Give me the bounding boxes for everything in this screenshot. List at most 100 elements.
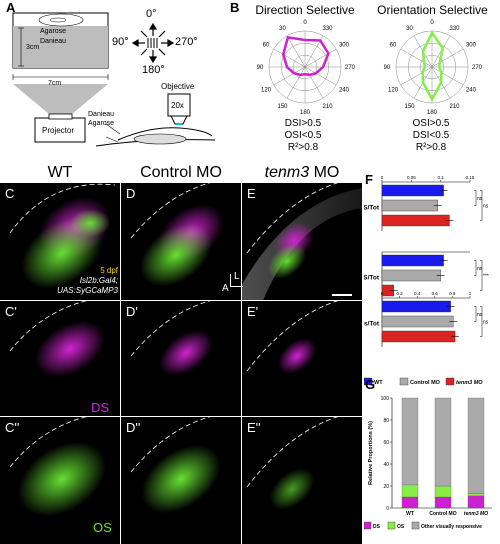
image-e-prime-content (246, 301, 339, 374)
f-sig-a-0: ns (477, 196, 483, 202)
os-angle-label-240: 240 (466, 88, 477, 94)
ds-spoke-60 (273, 48, 306, 68)
f-bracket-a-2 (474, 306, 477, 322)
f-sig-b-1: *** (483, 274, 489, 280)
projection-beam (13, 84, 108, 114)
g-ytick-label-0: 0 (386, 506, 389, 512)
g-legend-label-2: Other visually responsive (421, 524, 482, 530)
width-label: 7cm (48, 80, 62, 87)
image-d-content (130, 183, 224, 287)
panel-label-e-prime: E' (247, 304, 259, 319)
ds-polar-plot: 0 30 60 90 120 150 180 210 240 270 300 330 (257, 20, 356, 116)
transgene-line-1: Isl2b:Gal4; (79, 276, 118, 285)
f-tick-label-2-0: 0 (381, 291, 384, 296)
g-legend-swatch-0 (364, 521, 372, 530)
ds-criteria: DSI>0.5 OSI<0.5 R²>0.8 (268, 118, 338, 154)
f-bracket-a-1 (474, 260, 477, 276)
g-legend-swatch-2 (411, 521, 420, 530)
f-bracket-b-0 (480, 190, 483, 221)
ds-angle-label-330: 330 (322, 26, 333, 32)
grating-icon (147, 38, 158, 48)
agarose-label: Agarose (40, 28, 67, 35)
f-sig-a-2: ns (477, 312, 483, 318)
g-bar-2-0 (467, 495, 485, 509)
os-channel-label: OS (93, 520, 112, 535)
image-e-double-prime-content (246, 417, 339, 510)
os-angle-label-210: 210 (449, 104, 460, 110)
os-angle-label-300: 300 (466, 43, 477, 49)
f-tick-label-0-1: 0.05 (407, 175, 416, 180)
f-subplot-label-1: OS/Tot (364, 275, 380, 282)
f-bracket-b-2 (480, 306, 483, 337)
image-e-content (242, 183, 362, 300)
image-d-double-prime (121, 417, 241, 544)
f-legend-label-0: WT (374, 380, 383, 386)
f-legend-label-1: Control MO (410, 380, 441, 386)
panel-label-b: B (230, 0, 240, 15)
os-angle-label-150: 150 (404, 104, 415, 110)
os-title: Orientation Selective (377, 3, 488, 17)
f-tick-label-2-1: 0.2 (396, 291, 403, 296)
f-tick-label-2-2: 0.4 (414, 291, 421, 296)
os-angle-label-30: 30 (406, 26, 413, 32)
os-tuning-curve (421, 30, 445, 103)
os-criterion-1: OSI>0.5 (412, 118, 450, 129)
os-angle-label-120: 120 (388, 88, 399, 94)
chart-f: 00.050.10.15DS/TotnsnsOS/Totns***00.20.4… (364, 175, 489, 386)
ds-spoke-240 (304, 66, 337, 86)
orientation-axes (230, 274, 243, 287)
ds-criterion-1: DSI>0.5 (284, 118, 322, 129)
magnification-label: 20x (171, 101, 184, 110)
ds-criterion-2: OSI<0.5 (284, 130, 322, 141)
larva-side (133, 133, 187, 145)
direction-270-label: 270° (175, 36, 198, 48)
f-bar-2-0 (381, 300, 451, 313)
f-tick-label-2-4: 0.8 (449, 291, 456, 296)
os-criteria: OSI>0.5 DSI<0.5 R²>0.8 (396, 118, 466, 154)
f-sig-a-1: ns (477, 266, 483, 272)
image-c-content (9, 183, 116, 289)
ds-spoke-150 (286, 66, 306, 99)
ds-angle-label-270: 270 (345, 65, 356, 71)
setup-diagram (12, 12, 216, 147)
g-ytick-label-2: 40 (383, 462, 389, 468)
agarose-label-2: Agarose (88, 120, 115, 127)
f-bar-2-2 (381, 330, 456, 343)
os-spoke-300 (431, 48, 464, 68)
ds-angle-label-60: 60 (263, 43, 270, 49)
g-ytick-label-4: 80 (383, 418, 389, 424)
ds-channel-label: DS (91, 400, 110, 415)
ds-angle-label-150: 150 (277, 104, 288, 110)
agarose-drop (38, 13, 84, 27)
image-e-prime (242, 301, 362, 416)
panel-label-a: A (6, 0, 16, 15)
os-angle-label-90: 90 (384, 65, 391, 71)
f-tick-label-0-0: 0 (381, 175, 384, 180)
f-bracket-b-1 (480, 260, 483, 291)
ds-angle-label-300: 300 (339, 43, 350, 49)
f-bar-1-0 (381, 254, 444, 267)
ds-spoke-30 (286, 35, 306, 68)
lateral-label: L (234, 271, 240, 282)
g-category-label-1: Control MO (429, 511, 456, 517)
mo-suffix: MO (309, 164, 340, 181)
panel-label-d: D (126, 186, 136, 201)
ds-spoke-120 (273, 66, 306, 86)
f-bracket-a-0 (474, 190, 477, 206)
ds-angle-label-180: 180 (300, 110, 311, 116)
g-category-label-2: tenm3 MO (464, 511, 488, 517)
f-bar-0-1 (381, 199, 438, 212)
image-c-double-prime (0, 417, 120, 544)
image-e (242, 183, 362, 300)
anterior-label: A (222, 283, 229, 294)
dpf-label: 5 dpf (100, 266, 118, 275)
tenm3-italic: tenm3 (264, 164, 310, 181)
ds-angle-label-120: 120 (261, 88, 272, 94)
header-wt: WT (47, 164, 73, 181)
ds-title: Direction Selective (255, 3, 355, 17)
g-legend-label-1: OS (397, 524, 405, 530)
panel-label-g: G (365, 377, 376, 392)
header-tenm3-mo: tenm3 MO (242, 164, 362, 182)
os-spoke-240 (431, 66, 464, 86)
image-e-double-prime (242, 417, 362, 544)
